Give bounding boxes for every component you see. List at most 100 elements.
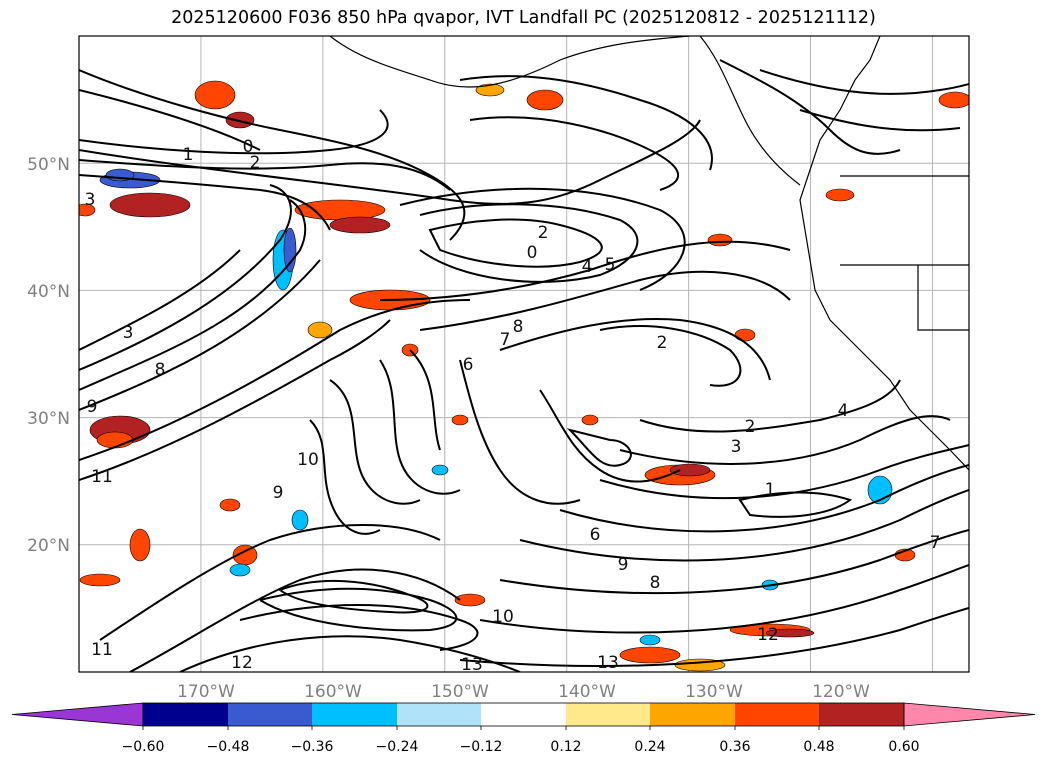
colorbar-segment-3 (312, 703, 397, 726)
cb-tick-1: −0.60 (122, 739, 165, 755)
anomaly-patch-30 (79, 203, 96, 217)
lat-tick-50: 50°N (27, 155, 70, 175)
anomaly-patch-0 (109, 192, 191, 218)
anomaly-patch-31 (219, 498, 241, 512)
contour-label-30: 9 (618, 555, 629, 575)
anomaly-patch-40 (825, 188, 855, 202)
anomaly-patch-25 (307, 321, 333, 339)
lat-tick-20: 20°N (27, 536, 70, 556)
colorbar-segment-1 (143, 703, 228, 726)
contour-label-31: 7 (930, 533, 941, 553)
anomaly-patch-10 (225, 111, 255, 129)
contour-label-1: 2 (250, 153, 261, 173)
lat-tick-30: 30°N (27, 409, 70, 429)
contour-label-28: 6 (590, 525, 601, 545)
colorbar-segment-6 (566, 703, 650, 726)
anomaly-patch-36 (431, 464, 449, 476)
anomaly-patch-12 (475, 83, 505, 97)
qvapor-anomaly-fill (79, 80, 969, 672)
cb-tick-2: −0.48 (207, 739, 250, 755)
contour-label-15: 2 (657, 333, 668, 353)
anomaly-patch-5 (329, 216, 391, 234)
cb-tick-6: 0.12 (550, 739, 581, 755)
map-frame (78, 35, 970, 673)
cb-tick-4: −0.24 (376, 739, 419, 755)
contour-label-23: 12 (231, 653, 253, 673)
lon-tick-160w: 160°W (304, 682, 362, 702)
anomaly-patch-34 (291, 509, 309, 531)
lon-tick-120w: 120°W (812, 682, 870, 702)
anomaly-patch-35 (229, 563, 251, 577)
cb-tick-7: 0.24 (634, 739, 665, 755)
lon-tick-150w: 150°W (431, 682, 489, 702)
colorbar-segment-2 (228, 703, 312, 726)
anomaly-patch-18 (765, 628, 815, 638)
contour-label-12: 8 (513, 317, 524, 337)
anomaly-patch-8 (283, 227, 297, 273)
anomaly-patch-28 (734, 328, 756, 342)
lon-tick-130w: 130°W (685, 682, 743, 702)
anomaly-patch-37 (639, 634, 661, 646)
colorbar (11, 702, 1036, 730)
map-title: 2025120600 F036 850 hPa qvapor, IVT Land… (171, 8, 876, 28)
contour-label-13: 7 (500, 330, 511, 350)
colorbar-segment-4 (397, 703, 481, 726)
contour-label-6: 9 (87, 397, 98, 417)
coastlines (329, 36, 969, 471)
anomaly-patch-9 (194, 80, 236, 110)
contour-label-11: 5 (605, 255, 616, 275)
lon-tick-labels: 170°W 160°W 150°W 140°W 130°W 120°W (177, 682, 870, 702)
colorbar-frame (142, 702, 905, 727)
anomaly-patch-15 (669, 463, 711, 477)
contour-label-16: 4 (838, 401, 849, 421)
cb-tick-10: 0.60 (888, 739, 919, 755)
colorbar-segment-7 (650, 703, 735, 726)
anomaly-patch-23 (129, 528, 151, 562)
anomaly-patch-21 (619, 646, 681, 664)
colorbar-segment-5 (481, 703, 566, 726)
anomaly-patch-13 (938, 91, 969, 109)
anomaly-patch-24 (454, 593, 486, 607)
contour-label-3: 1 (183, 145, 194, 165)
contour-label-24: 13 (461, 655, 483, 675)
map-area (79, 36, 969, 672)
contour-label-9: 0 (527, 243, 538, 263)
colorbar-segment-8 (735, 703, 819, 726)
contour-label-21: 10 (297, 450, 319, 470)
anomaly-patch-11 (526, 89, 564, 111)
lat-tick-labels: 50°N 40°N 30°N 20°N (27, 155, 70, 556)
contour-label-29: 8 (650, 573, 661, 593)
contour-label-26: 12 (757, 625, 779, 645)
contour-label-22: 11 (91, 640, 113, 660)
contour-label-25: 13 (597, 653, 619, 673)
anomaly-patch-19 (79, 573, 121, 587)
cb-tick-5: −0.12 (460, 739, 503, 755)
contour-label-17: 3 (731, 437, 742, 457)
anomaly-patch-4 (294, 199, 386, 221)
lon-tick-140w: 140°W (558, 682, 616, 702)
lat-tick-40: 40°N (27, 282, 70, 302)
contour-label-7: 11 (91, 467, 113, 487)
colorbar-extend-high (903, 702, 1036, 727)
colorbar-tick-labels: −0.60 −0.48 −0.36 −0.24 −0.12 0.12 0.24 … (122, 739, 920, 755)
cb-tick-8: 0.36 (719, 739, 750, 755)
contour-label-18: 2 (745, 417, 756, 437)
contour-label-20: 9 (273, 483, 284, 503)
contour-label-10: 4 (582, 257, 593, 277)
anomaly-patch-32 (451, 414, 469, 426)
cb-tick-3: −0.36 (291, 739, 334, 755)
contour-label-8: 2 (538, 223, 549, 243)
contour-label-0: 3 (85, 190, 96, 210)
contour-label-5: 8 (155, 360, 166, 380)
contour-label-27: 10 (492, 607, 514, 627)
contour-label-4: 3 (123, 323, 134, 343)
colorbar-segment-9 (819, 703, 904, 726)
anomaly-patch-3 (96, 431, 134, 449)
contour-label-19: 1 (765, 480, 776, 500)
lon-tick-170w: 170°W (177, 682, 235, 702)
cb-tick-9: 0.48 (803, 739, 834, 755)
anomaly-patch-27 (707, 233, 733, 247)
anomaly-patch-33 (581, 414, 599, 426)
